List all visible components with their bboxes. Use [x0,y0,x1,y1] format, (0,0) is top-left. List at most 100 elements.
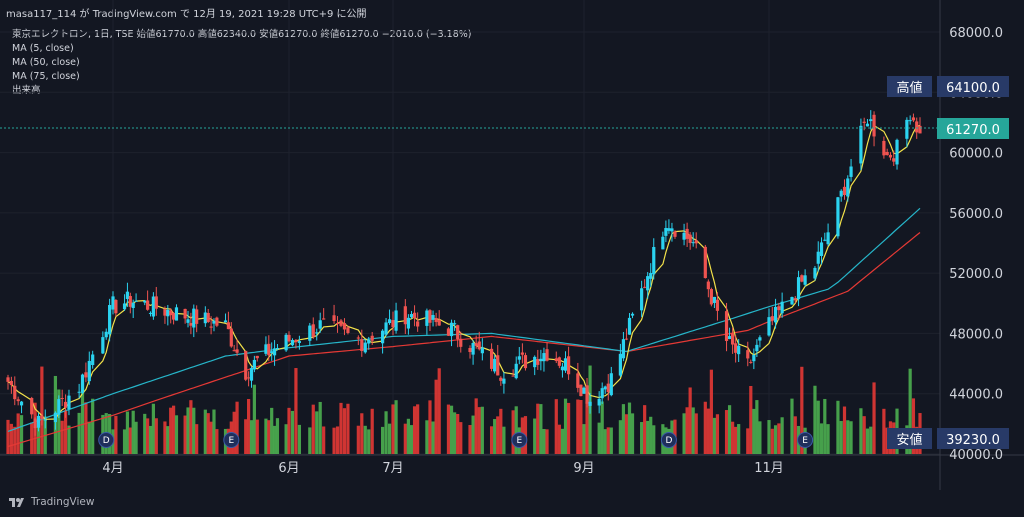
month-tick-label: 9月 [573,461,594,476]
candle-body [661,236,665,250]
candle-body [412,312,417,319]
volume-bar [332,427,336,454]
candle-body [275,348,280,350]
volume-bar [335,426,340,454]
volume-bar [514,406,518,454]
candle-body [758,337,762,341]
candle-body [724,311,729,341]
candle-body [360,339,364,352]
candle-body [318,320,322,329]
candle-body [294,339,298,343]
volume-bar [409,425,414,454]
candle-body [819,242,824,256]
volume-bar [576,399,580,454]
candle-body [80,374,85,393]
volume-bar [449,405,454,454]
candle-body [813,267,817,279]
candle-body [60,398,64,400]
candle-body [643,286,647,288]
volume-bar [416,404,420,454]
legend-ma75[interactable]: MA (75, close) [12,71,80,82]
volume-bar [539,404,543,454]
candle-body [579,384,583,397]
candle-body [384,322,388,335]
grid [0,0,940,455]
dividend-marker-icon [98,432,115,448]
candle-body [688,234,692,243]
legend-ma50[interactable]: MA (50, close) [12,57,80,68]
volume-bar [381,426,385,454]
candle-body [502,378,506,384]
volume-bar [77,412,81,454]
volume-bar [652,425,656,454]
candle-body [125,291,130,299]
candle-body [621,339,626,359]
candle-body [480,347,484,354]
candle-body [523,355,528,369]
candle-body [849,166,853,177]
symbol-ohlc-line[interactable]: 東京エレクトロン, 1日, TSE 始値61770.0 高値62340.0 安値… [12,29,472,40]
high-tag-value: 64100.0 [946,81,1000,96]
volume-bar [428,400,432,454]
candle-body [255,355,259,359]
candle-body [270,351,274,353]
volume-bar [425,420,429,454]
candle-body [332,315,336,322]
volume-bar [183,415,187,454]
candle-body [603,386,607,390]
volume-bar [203,409,207,454]
candle-body [166,309,170,317]
candle-body [703,246,707,279]
volume-bar [131,410,135,454]
candle-body [370,335,374,341]
volume-bar [489,426,494,454]
volume-bar [869,426,873,454]
volume-bar [453,412,457,454]
volume-bar [758,421,762,454]
candle-body [471,343,475,355]
price-tick-label: 56000.0 [949,207,1003,222]
volume-bar [212,409,216,454]
legend-ma5[interactable]: MA (5, close) [12,43,74,54]
candle-body [800,275,804,282]
candle-body [212,320,216,324]
candle-body [752,355,756,362]
high-tag: 高値 64100.0 [887,76,1009,97]
volume-bar [287,407,291,454]
volume-bar [249,420,254,454]
legend-volume[interactable]: 出来高 [12,85,41,96]
volume-bar [284,424,288,454]
volume-bar [270,407,274,454]
month-tick-label: 7月 [382,461,403,476]
volume-bar [394,400,398,454]
candle-body [539,358,543,361]
volume-bar [30,422,34,454]
low-tag-label: 安値 [896,432,922,448]
candle-body [493,358,497,372]
volume-bar [255,419,259,454]
candle-body [563,358,568,371]
candle-body [437,319,441,326]
candle-body [381,330,385,344]
volume-bar [403,423,407,454]
volume-bar [143,413,147,454]
volume-bar [244,419,248,454]
volume-bar [275,418,280,454]
tradingview-brand[interactable]: TradingView [31,496,95,508]
last-price-tag: 61270.0 [937,118,1009,139]
dividend-marker-label: D [665,436,672,446]
candle-body [308,325,312,341]
volume-bar [566,402,571,454]
volume-bar [267,420,271,454]
volume-bar [209,421,213,454]
candle-body [203,312,207,324]
candle-body [446,328,451,336]
candle-body [406,317,411,329]
volume-bar [6,419,10,454]
volume-bar [468,425,472,454]
volume-bar [290,410,295,454]
candle-body [667,228,671,231]
candle-body [520,352,524,355]
